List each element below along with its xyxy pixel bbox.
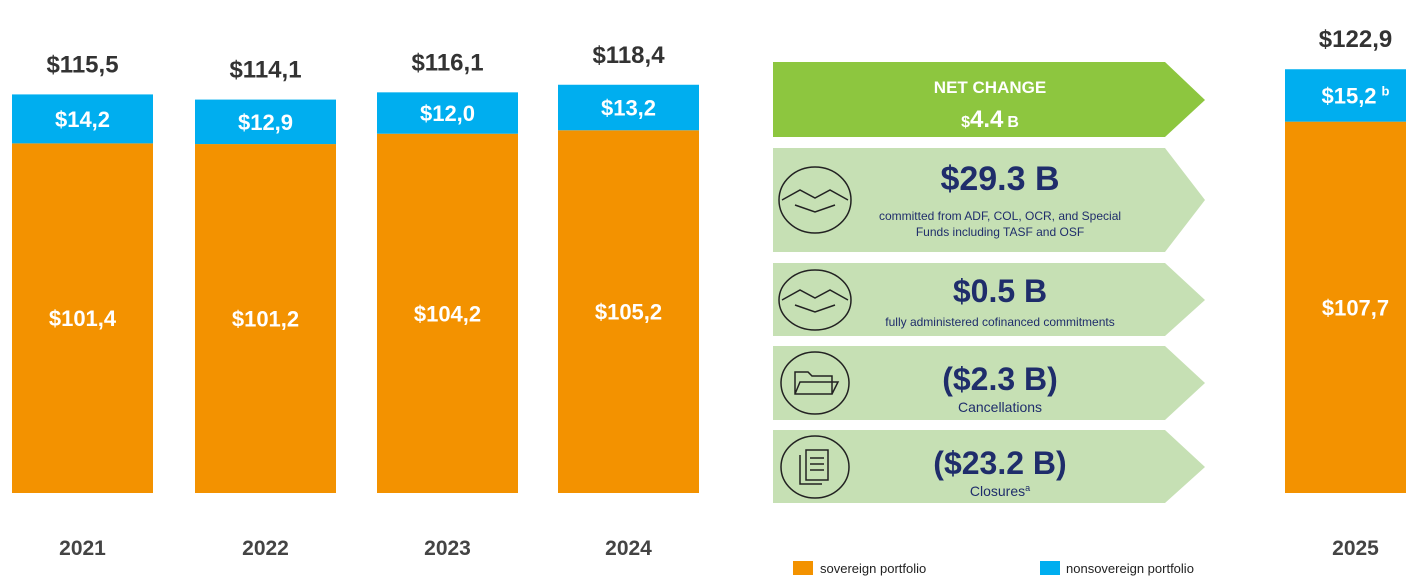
- bar-value-text: $12,0: [420, 101, 475, 126]
- total-label: $118,4: [592, 42, 665, 69]
- folder-icon: [780, 351, 850, 415]
- bar-value-label: $12,0: [420, 101, 475, 126]
- total-label: $114,1: [229, 57, 301, 84]
- x-tick-label: 2021: [59, 537, 106, 560]
- net-change-box: [773, 62, 1205, 137]
- change-description-box: committed from ADF, COL, OCR, and Specia…: [878, 209, 1122, 239]
- bar-value-label: $13,2: [601, 96, 656, 121]
- bar-value-label: $101,2: [232, 307, 299, 332]
- handshake-icon: [781, 289, 849, 313]
- bar-segment: [1285, 121, 1406, 494]
- net-change-prefix: $: [961, 114, 970, 131]
- handshake-icon: [781, 189, 849, 213]
- x-tick-label: 2023: [424, 537, 471, 560]
- bar-segment: [195, 144, 336, 494]
- change-amount: ($23.2 B): [933, 445, 1066, 481]
- legend-label: sovereign portfolio: [820, 561, 926, 576]
- net-change-amount: 4.4: [970, 106, 1004, 133]
- total-label: $116,1: [411, 49, 483, 76]
- change-box: [773, 263, 1205, 336]
- change-description: fully administered cofinanced commitment…: [885, 315, 1114, 329]
- bar-value-label: $105,2: [595, 300, 662, 325]
- change-box: [773, 430, 1205, 503]
- change-box: [773, 346, 1205, 420]
- bar-value-label: $101,4: [49, 306, 117, 331]
- change-box: [773, 148, 1205, 252]
- legend-swatch: [793, 561, 813, 575]
- handshake-icon: [778, 166, 852, 234]
- bar-value-label: $107,7: [1322, 295, 1389, 320]
- document-icon: [799, 449, 829, 485]
- net-change-value: $4.4 B: [961, 106, 1019, 133]
- icons: [778, 166, 852, 499]
- bar-value-text: $107,7: [1322, 295, 1389, 320]
- total-label: $122,9: [1319, 26, 1392, 53]
- change-amount: $0.5 B: [953, 273, 1047, 309]
- bar-value-text: $104,2: [414, 301, 481, 326]
- x-tick-label: 2024: [605, 537, 652, 560]
- bar-value-text: $101,4: [49, 306, 117, 331]
- x-tick-label: 2022: [242, 537, 289, 560]
- legend-swatch: [1040, 561, 1060, 575]
- bar-value-text: $101,2: [232, 307, 299, 332]
- change-description-text: Closures: [970, 483, 1025, 499]
- bar-value-label: $104,2: [414, 301, 481, 326]
- handshake-icon: [778, 269, 852, 331]
- legend-label: nonsovereign portfolio: [1066, 561, 1194, 576]
- footnote-mark: b: [1382, 83, 1390, 98]
- bar-segment: [558, 84, 699, 131]
- bar-value-text: $15,2: [1321, 83, 1376, 108]
- change-description: Closuresa: [970, 483, 1030, 499]
- bar-value-text: $14,2: [55, 107, 110, 132]
- bar-value-text: $13,2: [601, 96, 656, 121]
- bar-segment: [377, 92, 518, 134]
- footnote-mark: a: [1025, 483, 1030, 493]
- bar-segment: [377, 133, 518, 494]
- document-icon: [780, 435, 850, 499]
- bar-segment: [1285, 69, 1406, 122]
- change-amount: $29.3 B: [940, 160, 1059, 198]
- change-amount: ($2.3 B): [942, 361, 1058, 397]
- net-change-title: NET CHANGE: [934, 78, 1046, 97]
- change-description: Cancellations: [958, 399, 1042, 415]
- folder-icon: [794, 371, 840, 395]
- bar-value-label: $14,2: [55, 107, 110, 132]
- bar-value-label: $15,2 b: [1321, 83, 1389, 108]
- net-change-unit: B: [1007, 114, 1019, 131]
- change-description: committed from ADF, COL, OCR, and Specia…: [878, 209, 1122, 239]
- bar-segment: [558, 130, 699, 494]
- bar-value-text: $12,9: [238, 110, 293, 135]
- bar-segment: [195, 99, 336, 145]
- change-panel: NET CHANGE $4.4 B $29.3 B committed from …: [773, 62, 1205, 503]
- x-tick-label: 2025: [1332, 537, 1379, 560]
- bar-segment: [12, 94, 153, 144]
- bar-value-label: $12,9: [238, 110, 293, 135]
- total-label: $115,5: [46, 51, 118, 78]
- bar-value-text: $105,2: [595, 300, 662, 325]
- bar-segment: [12, 143, 153, 493]
